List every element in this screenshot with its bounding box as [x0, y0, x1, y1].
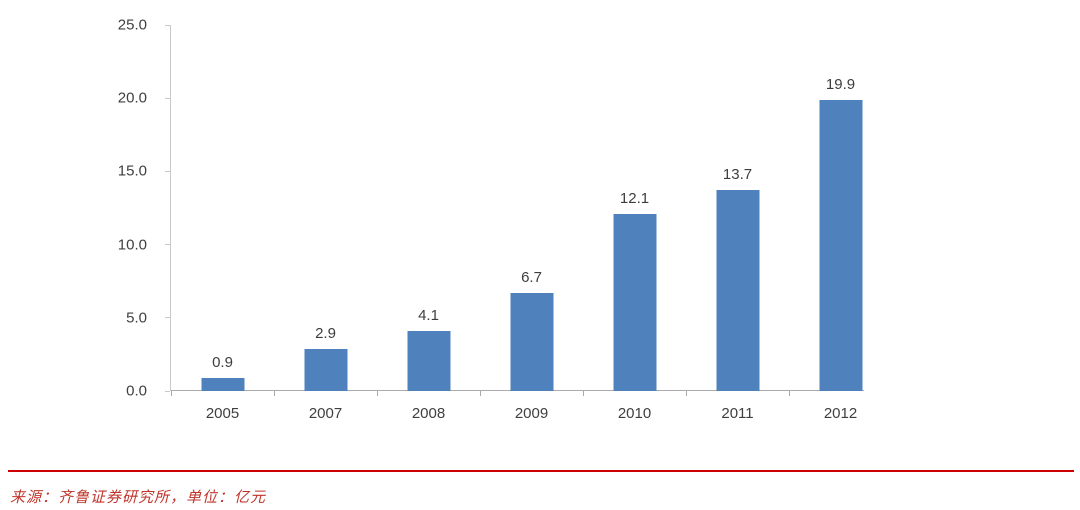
y-tick-label: 15.0 — [117, 162, 147, 180]
y-tick-mark — [165, 24, 170, 26]
chart-slot: 4.1 2008 — [377, 25, 480, 422]
y-tick-label: 10.0 — [117, 236, 147, 254]
bar — [819, 99, 862, 391]
x-tick-mark — [583, 391, 584, 396]
y-tick-label: 5.0 — [126, 309, 147, 327]
chart-slot: 13.7 2011 — [686, 25, 789, 422]
bar-value-label: 6.7 — [521, 268, 542, 286]
y-tick-mark — [165, 244, 170, 246]
x-axis-label: 2010 — [617, 405, 652, 422]
bar — [510, 292, 553, 391]
y-tick-mark — [165, 97, 170, 99]
x-tick-mark — [480, 391, 481, 396]
bar — [407, 330, 450, 391]
y-tick-label: 25.0 — [117, 16, 147, 34]
x-tick-mark — [789, 391, 790, 396]
chart-slot: 2.9 2007 — [274, 25, 377, 422]
y-tick-label: 20.0 — [117, 89, 147, 107]
bar-value-label: 12.1 — [619, 189, 650, 207]
y-tick-mark — [165, 317, 170, 319]
bar-value-label: 0.9 — [212, 353, 233, 371]
x-tick-mark — [171, 391, 172, 396]
x-axis-label: 2009 — [514, 405, 549, 422]
chart-slot: 12.1 2010 — [583, 25, 686, 422]
source-note: 来源：齐鲁证券研究所，单位：亿元 — [10, 490, 267, 506]
y-axis-line — [170, 25, 171, 391]
x-tick-mark — [377, 391, 378, 396]
bar-value-label: 4.1 — [418, 306, 439, 324]
y-tick-label: 0.0 — [126, 382, 147, 400]
bar-value-label: 19.9 — [825, 75, 856, 93]
x-tick-mark — [686, 391, 687, 396]
x-axis-label: 2005 — [205, 405, 240, 422]
bar-value-label: 13.7 — [722, 166, 753, 184]
x-axis-label: 2012 — [823, 405, 858, 422]
bar — [716, 190, 759, 391]
bar-chart: 0.0 5.0 10.0 15.0 20.0 25.0 0.9 2005 2.9 2007 4.1… — [0, 17, 892, 422]
bar — [304, 348, 347, 391]
x-tick-mark — [274, 391, 275, 396]
plot-area: 0.9 2005 2.9 2007 4.1 2008 6.7 2009 12.1 2010 13.7… — [171, 25, 892, 422]
bar — [613, 213, 656, 391]
chart-slot: 0.9 2005 — [171, 25, 274, 422]
x-axis-label: 2007 — [308, 405, 343, 422]
y-tick-mark — [165, 170, 170, 172]
y-tick-mark — [165, 390, 170, 392]
chart-slot: 19.9 2012 — [789, 25, 892, 422]
footer-divider — [8, 470, 1074, 472]
bar-value-label: 2.9 — [315, 324, 336, 342]
x-axis-label: 2008 — [411, 405, 446, 422]
y-axis: 0.0 5.0 10.0 15.0 20.0 25.0 — [0, 17, 171, 400]
bar — [201, 377, 244, 391]
x-axis-label: 2011 — [721, 405, 754, 422]
chart-slot: 6.7 2009 — [480, 25, 583, 422]
